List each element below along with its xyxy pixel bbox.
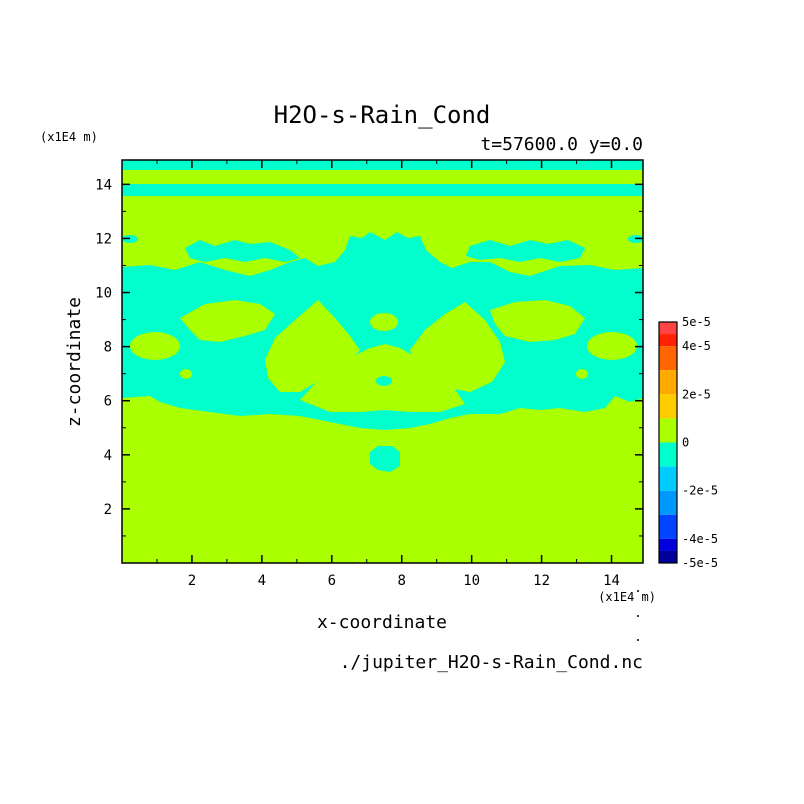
y-axis-ticks: 2 4 6 8 10 12 14 — [95, 177, 643, 537]
colorbar-frame — [658, 321, 678, 564]
x-tick-label: 2 — [188, 573, 196, 589]
contour-band-upper — [122, 184, 643, 196]
colorbar-label: 2e-5 — [682, 387, 711, 401]
y-tick-label: 2 — [104, 502, 112, 518]
plot-area — [122, 160, 643, 563]
marker-dot — [637, 590, 639, 592]
contour-spot-center — [376, 376, 392, 386]
y-tick-label: 8 — [104, 340, 112, 356]
chart-title: H2O-s-Rain_Cond — [274, 101, 491, 129]
x-tick-label: 10 — [463, 573, 480, 589]
x-tick-label: 6 — [328, 573, 336, 589]
colorbar-label: 0 — [682, 436, 689, 450]
colorbar-label: 5e-5 — [682, 315, 711, 329]
contour-region-middle — [122, 232, 643, 430]
colorbar-swatch — [659, 538, 677, 551]
colorbar-label: -4e-5 — [682, 532, 718, 546]
marker-dot — [637, 615, 639, 617]
y-tick-label: 12 — [95, 231, 112, 247]
contour-island-right — [490, 300, 585, 342]
contour-spot-neck — [370, 313, 398, 331]
colorbar-labels: 5e-5 4e-5 2e-5 0 -2e-5 -4e-5 -5e-5 — [682, 315, 718, 570]
colorbar — [658, 321, 678, 564]
contour-spot-left-small — [180, 369, 192, 379]
colorbar-swatch — [659, 466, 677, 491]
colorbar-swatch — [659, 550, 677, 563]
colorbar-swatch — [659, 418, 677, 443]
y-tick-label: 4 — [104, 448, 112, 464]
source-file-label: ./jupiter_H2O-s-Rain_Cond.nc — [340, 652, 643, 673]
x-axis-label: x-coordinate — [317, 612, 447, 633]
contour-island-far-left — [130, 332, 180, 360]
x-tick-label: 12 — [533, 573, 550, 589]
contour-ridge-right — [466, 240, 585, 262]
colorbar-label: -5e-5 — [682, 556, 718, 570]
contour-blob-lower — [370, 446, 400, 472]
colorbar-swatch — [659, 370, 677, 395]
y-unit-label: (x1E4 m) — [40, 130, 98, 144]
contour-ridge-left — [185, 240, 300, 262]
y-tick-label: 6 — [104, 394, 112, 410]
colorbar-label: 4e-5 — [682, 339, 711, 353]
x-tick-label: 8 — [398, 573, 406, 589]
y-tick-label: 14 — [95, 177, 112, 193]
x-tick-label: 14 — [603, 573, 620, 589]
colorbar-swatch — [659, 322, 677, 335]
contour-band-top — [122, 160, 643, 170]
y-tick-label: 10 — [95, 286, 112, 302]
contour-spot-right-small — [576, 369, 588, 379]
colorbar-swatch — [659, 442, 677, 467]
colorbar-swatch — [659, 394, 677, 419]
colorbar-swatch — [659, 346, 677, 371]
colorbar-swatch — [659, 514, 677, 539]
colorbar-swatch — [659, 334, 677, 347]
x-tick-label: 4 — [258, 573, 266, 589]
plot-frame — [121, 159, 644, 564]
y-axis-label: z-coordinate — [64, 297, 85, 427]
x-unit-label: (x1E4 m) — [598, 590, 656, 604]
marker-dot — [637, 639, 639, 641]
contour-island-left — [180, 300, 275, 342]
colorbar-swatch — [659, 490, 677, 515]
x-axis-ticks: 2 4 6 8 10 12 14 — [156, 160, 620, 589]
colorbar-label: -2e-5 — [682, 484, 718, 498]
contour-island-far-right — [587, 332, 637, 360]
chart-subtitle: t=57600.0 y=0.0 — [480, 134, 643, 155]
